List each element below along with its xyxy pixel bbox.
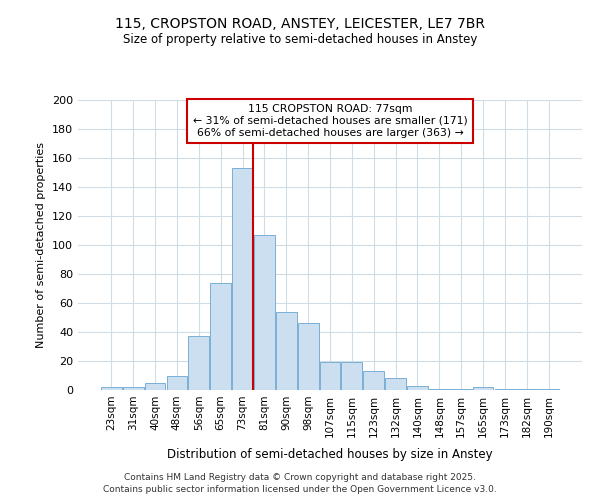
Bar <box>145 383 166 390</box>
Bar <box>210 282 231 390</box>
Text: Contains public sector information licensed under the Open Government Licence v3: Contains public sector information licen… <box>103 485 497 494</box>
Bar <box>385 378 406 390</box>
Bar <box>407 386 428 390</box>
Text: Size of property relative to semi-detached houses in Anstey: Size of property relative to semi-detach… <box>123 32 477 46</box>
Bar <box>254 235 275 390</box>
Text: 115, CROPSTON ROAD, ANSTEY, LEICESTER, LE7 7BR: 115, CROPSTON ROAD, ANSTEY, LEICESTER, L… <box>115 18 485 32</box>
Bar <box>276 312 296 390</box>
Bar <box>101 387 122 390</box>
Bar <box>188 336 209 390</box>
Bar <box>429 388 450 390</box>
Bar <box>494 388 515 390</box>
Bar <box>298 324 319 390</box>
Text: 115 CROPSTON ROAD: 77sqm
← 31% of semi-detached houses are smaller (171)
66% of : 115 CROPSTON ROAD: 77sqm ← 31% of semi-d… <box>193 104 467 138</box>
Bar <box>451 388 472 390</box>
Bar <box>473 387 493 390</box>
Bar <box>341 362 362 390</box>
Bar <box>364 371 384 390</box>
Y-axis label: Number of semi-detached properties: Number of semi-detached properties <box>37 142 46 348</box>
Bar <box>167 376 187 390</box>
Bar <box>123 387 143 390</box>
Bar <box>517 388 537 390</box>
X-axis label: Distribution of semi-detached houses by size in Anstey: Distribution of semi-detached houses by … <box>167 448 493 461</box>
Text: Contains HM Land Registry data © Crown copyright and database right 2025.: Contains HM Land Registry data © Crown c… <box>124 472 476 482</box>
Bar <box>232 168 253 390</box>
Bar <box>320 362 340 390</box>
Bar <box>538 388 559 390</box>
